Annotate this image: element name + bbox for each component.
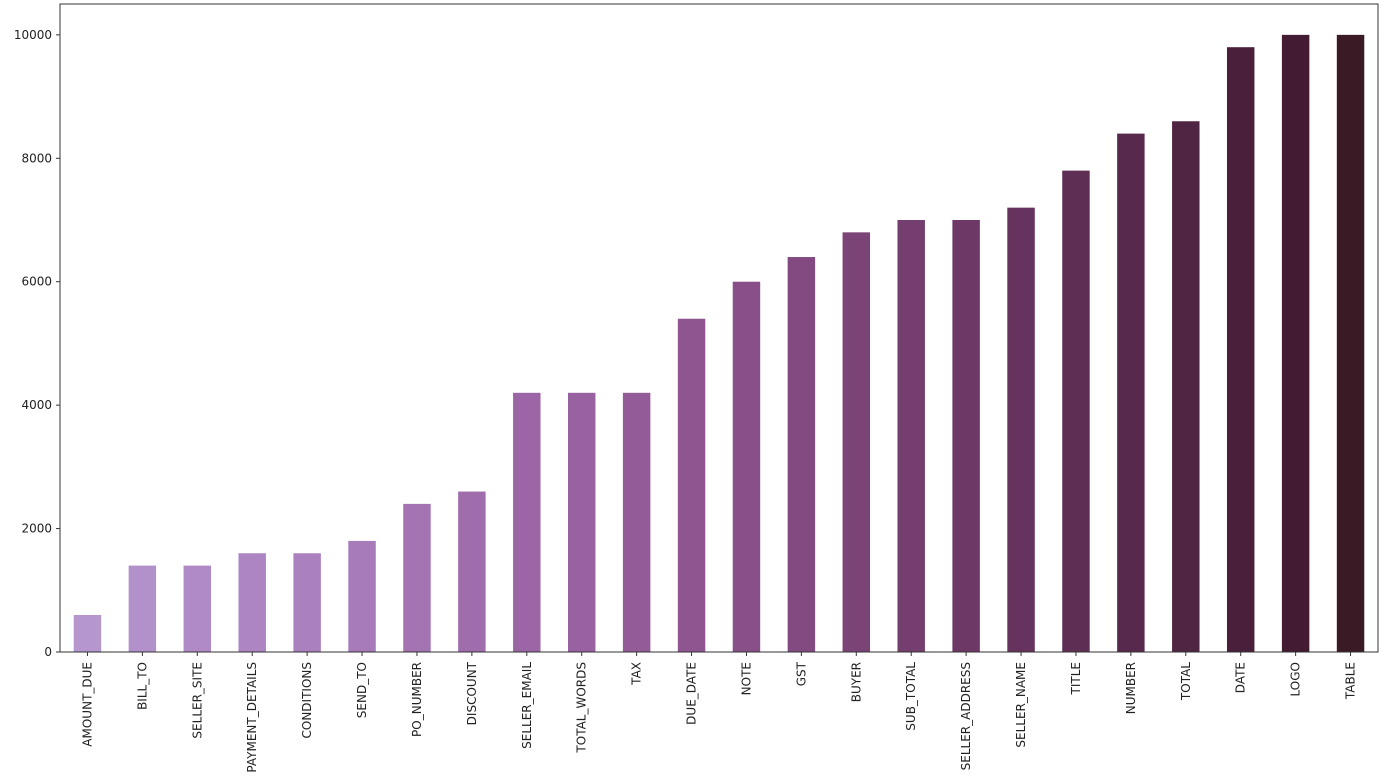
y-axis: 0 2000 4000 6000 8000 10000: [14, 28, 60, 659]
bar-sub-total: [897, 220, 925, 652]
x-tick-label: SELLER_EMAIL: [520, 662, 534, 749]
x-tick-label: SELLER_NAME: [1014, 662, 1028, 748]
bar-gst: [787, 257, 816, 652]
bar-logo: [1281, 34, 1310, 653]
x-tick-label: CONDITIONS: [300, 662, 314, 739]
bar-bill-to: [128, 565, 157, 652]
bar-number: [1117, 133, 1145, 653]
x-tick-label: TAX: [630, 662, 644, 686]
bar-amount-due: [73, 614, 102, 652]
bar-conditions: [293, 553, 321, 652]
x-tick-label: SELLER_SITE: [190, 662, 204, 739]
x-tick-label: BILL_TO: [135, 662, 149, 710]
bar-total: [1172, 121, 1200, 652]
x-tick-label: AMOUNT_DUE: [80, 662, 94, 747]
x-tick-label: SELLER_ADDRESS: [959, 662, 973, 770]
bar-buyer: [842, 232, 871, 653]
x-tick-label: DUE_DATE: [685, 662, 699, 725]
y-tick-label: 10000: [14, 28, 52, 42]
y-tick-label: 0: [44, 645, 52, 659]
bar-po-number: [403, 503, 431, 652]
x-tick-label: NUMBER: [1124, 662, 1138, 714]
y-tick-label: 4000: [21, 398, 52, 412]
x-tick-label: PO_NUMBER: [410, 662, 424, 737]
bar-date: [1226, 47, 1255, 652]
x-tick-label: SEND_TO: [355, 662, 369, 718]
bar-payment-details: [238, 553, 266, 652]
x-tick-label: TABLE: [1344, 662, 1358, 700]
x-tick-label: DATE: [1234, 662, 1248, 693]
y-tick-label: 8000: [21, 151, 52, 165]
x-tick-label: DISCOUNT: [465, 661, 479, 725]
x-tick-label: TITLE: [1069, 662, 1083, 695]
bar-total-words: [567, 392, 596, 652]
bar-note: [732, 281, 761, 652]
x-tick-label: SUB_TOTAL: [904, 662, 918, 731]
bar-seller-address: [952, 220, 980, 652]
x-tick-label: TOTAL_WORDS: [575, 662, 589, 754]
bar-send-to: [348, 540, 376, 652]
bar-tax: [622, 392, 651, 652]
bar-table: [1336, 34, 1365, 653]
x-tick-label: PAYMENT_DETAILS: [245, 662, 259, 773]
bar-discount: [458, 491, 486, 652]
bars-group: [73, 34, 1365, 653]
bar-title: [1062, 170, 1090, 652]
y-tick-label: 6000: [21, 275, 52, 289]
x-tick-label: NOTE: [739, 662, 753, 695]
plot-frame: [59, 3, 1379, 653]
bar-due-date: [677, 318, 706, 652]
x-axis: AMOUNT_DUE BILL_TO SELLER_SITE PAYMENT_DETA…: [80, 652, 1358, 773]
bar-seller-site: [183, 565, 212, 652]
x-tick-label: BUYER: [849, 662, 863, 702]
bar-seller-name: [1007, 207, 1035, 652]
x-tick-label: GST: [794, 661, 808, 686]
y-tick-label: 2000: [21, 522, 52, 536]
x-tick-label: LOGO: [1289, 662, 1303, 696]
x-tick-label: TOTAL: [1179, 662, 1193, 701]
bar-seller-email: [513, 392, 541, 652]
